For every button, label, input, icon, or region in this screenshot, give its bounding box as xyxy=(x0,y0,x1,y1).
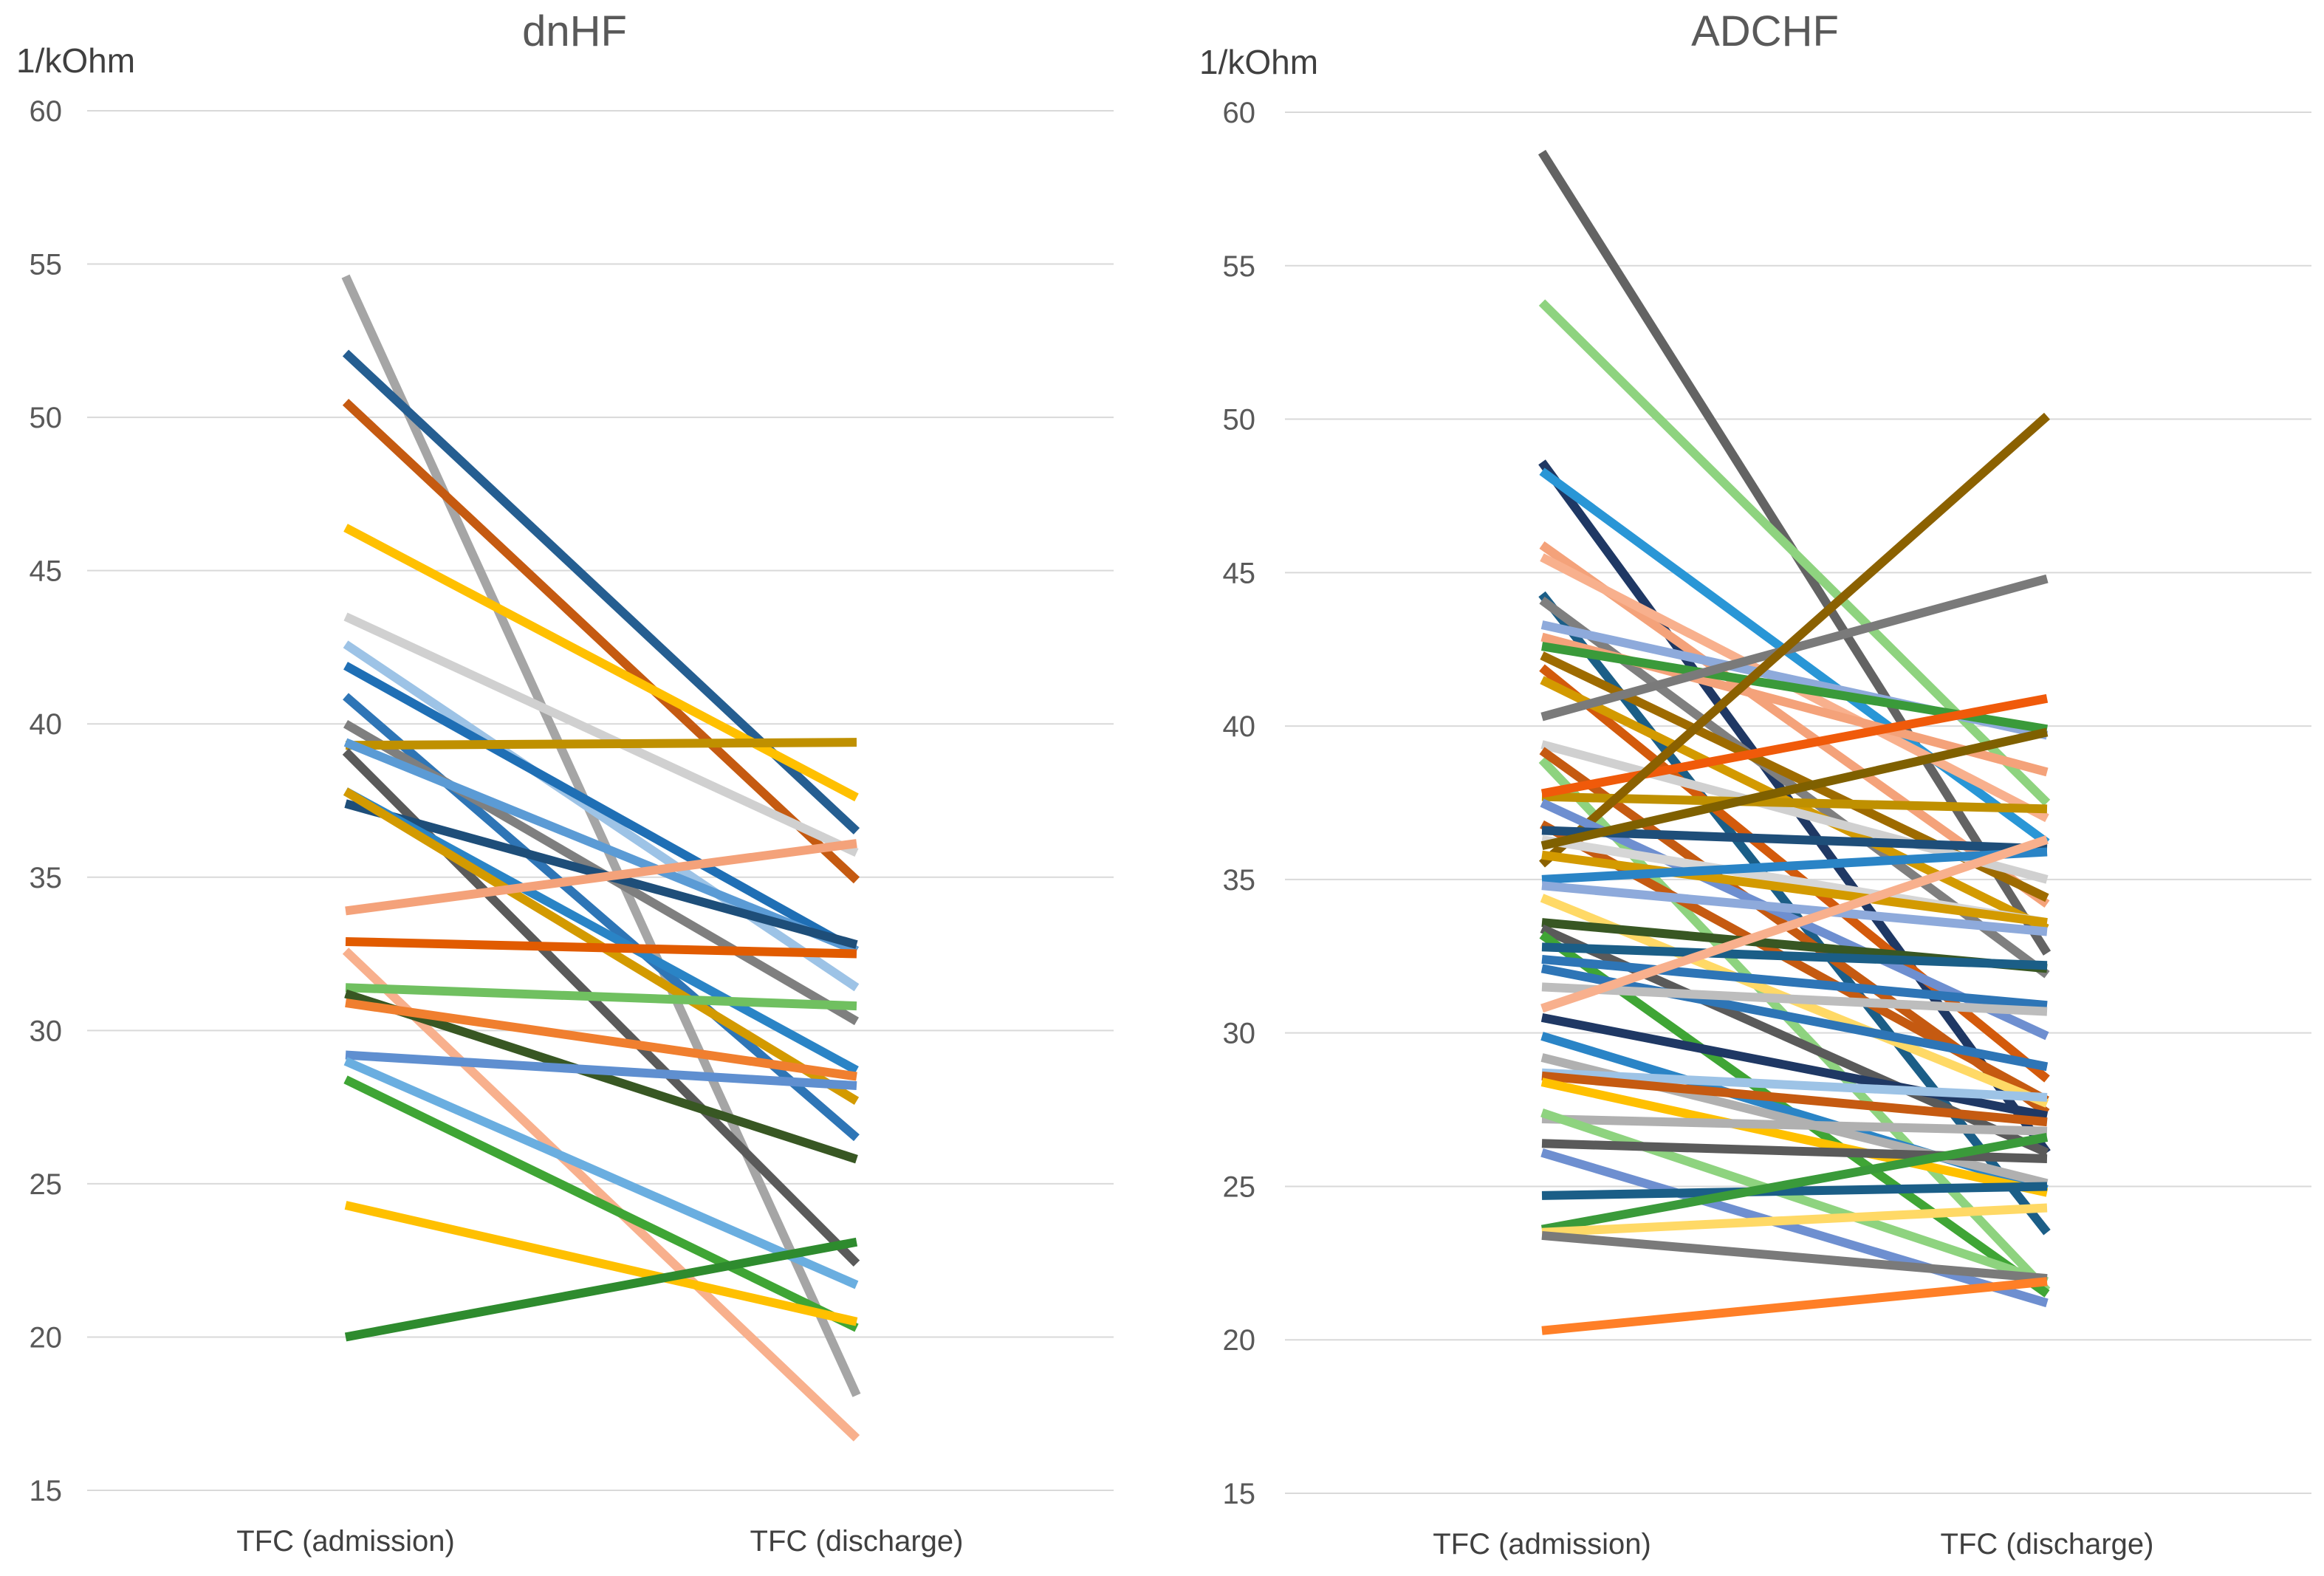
chart-panel-dnhf: dnHF 1/kOhm 15 20 25 30 35 40 45 50 55 60 TFC (ad… xyxy=(16,7,1114,1558)
series-line-4 xyxy=(1539,467,2050,846)
series-line-39 xyxy=(1540,1013,2049,1120)
series-line-10 xyxy=(345,738,857,750)
series-line-29 xyxy=(1541,847,2048,884)
y-tick-label: 55 xyxy=(1223,250,1256,283)
y-tick-label: 25 xyxy=(30,1168,63,1201)
series-line-5 xyxy=(343,612,859,857)
y-tick-label: 50 xyxy=(1223,404,1256,436)
series-lines xyxy=(1538,149,2052,1335)
chart-panel-adchf: ADCHF 1/kOhm 15 20 25 30 35 40 45 50 55 60 TFC (a… xyxy=(1199,7,2311,1560)
y-tick-label: 35 xyxy=(1223,864,1256,897)
y-tick-label: 55 xyxy=(30,249,63,281)
series-line-27 xyxy=(1541,850,2048,928)
chart-title: ADCHF xyxy=(1691,7,1839,55)
y-tick-label: 60 xyxy=(30,95,63,128)
series-line-1 xyxy=(341,274,861,1397)
y-tick-label: 15 xyxy=(1223,1478,1256,1510)
y-tick-label: 40 xyxy=(1223,710,1256,743)
gridlines xyxy=(1285,112,2311,1494)
series-line-50 xyxy=(1540,1133,2049,1234)
series-line-20 xyxy=(1540,693,2049,798)
series-line-24 xyxy=(343,1075,859,1332)
y-axis-ticks: 15 20 25 30 35 40 45 50 55 60 xyxy=(1223,97,1256,1510)
series-line-46 xyxy=(1540,1109,2049,1286)
series-line-25 xyxy=(344,1201,858,1326)
series-line-53 xyxy=(1541,1277,2048,1335)
series-line-19 xyxy=(345,983,857,1011)
y-tick-label: 20 xyxy=(1223,1324,1256,1357)
series-line-15 xyxy=(1540,574,2049,722)
x-category-label-discharge: TFC (discharge) xyxy=(750,1525,964,1558)
series-line-11 xyxy=(343,738,859,955)
y-axis-unit-label: 1/kOhm xyxy=(1199,43,1318,81)
y-axis-ticks: 15 20 25 30 35 40 45 50 55 60 xyxy=(30,95,63,1507)
series-line-26 xyxy=(1540,727,2049,851)
series-line-37 xyxy=(1541,982,2048,1016)
chart-title: dnHF xyxy=(522,7,627,55)
series-line-23 xyxy=(343,1057,859,1289)
series-line-51 xyxy=(1541,1203,2048,1237)
y-tick-label: 60 xyxy=(1223,97,1256,129)
series-line-19 xyxy=(1541,792,2048,814)
y-tick-label: 35 xyxy=(30,862,63,894)
series-line-16 xyxy=(345,839,857,916)
series-line-30 xyxy=(1541,881,2048,936)
y-tick-label: 40 xyxy=(30,708,63,741)
y-tick-label: 50 xyxy=(30,402,63,434)
series-line-49 xyxy=(1541,1182,2048,1200)
series-line-18 xyxy=(342,948,860,1442)
series-line-48 xyxy=(1540,1148,2049,1308)
y-tick-label: 20 xyxy=(30,1321,63,1354)
y-tick-label: 15 xyxy=(30,1475,63,1507)
series-line-17 xyxy=(1538,756,2051,1294)
series-line-21 xyxy=(1539,412,2050,868)
y-tick-label: 45 xyxy=(1223,557,1256,589)
series-line-21 xyxy=(345,998,857,1081)
y-tick-label: 30 xyxy=(1223,1018,1256,1050)
series-line-45 xyxy=(1541,1114,2048,1136)
series-line-24 xyxy=(1541,826,2048,854)
series-line-38 xyxy=(1540,835,2049,1013)
series-line-22 xyxy=(345,1050,857,1091)
series-line-52 xyxy=(1541,1230,2048,1284)
series-line-4 xyxy=(343,524,859,802)
series-line-35 xyxy=(1541,954,2048,1010)
y-tick-label: 45 xyxy=(30,555,63,588)
series-line-42 xyxy=(1541,1068,2048,1102)
series-lines xyxy=(341,274,861,1442)
y-axis-unit-label: 1/kOhm xyxy=(16,41,135,80)
series-line-20 xyxy=(344,989,858,1164)
series-line-34 xyxy=(1541,942,2048,970)
x-category-label-admission: TFC (admission) xyxy=(1433,1528,1651,1560)
series-line-26 xyxy=(344,1237,858,1342)
x-category-label-admission: TFC (admission) xyxy=(236,1525,455,1558)
x-category-label-discharge: TFC (discharge) xyxy=(1941,1528,2154,1560)
series-line-3 xyxy=(342,398,860,884)
y-tick-label: 30 xyxy=(30,1015,63,1047)
series-line-17 xyxy=(345,936,857,959)
series-line-7 xyxy=(343,662,859,955)
y-tick-label: 25 xyxy=(1223,1171,1256,1203)
series-line-44 xyxy=(1540,1077,2049,1197)
series-line-6 xyxy=(343,640,860,992)
series-line-43 xyxy=(1541,1071,2048,1127)
